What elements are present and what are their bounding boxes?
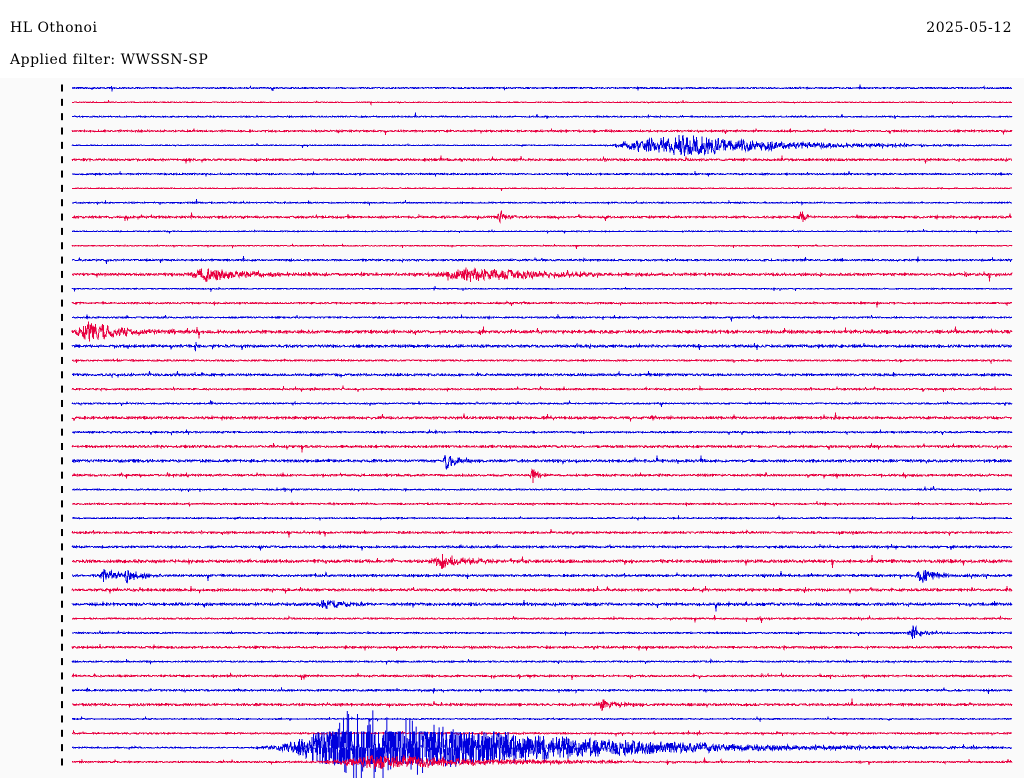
trace-row-2000 (71, 657, 1013, 666)
trace-row-1330 (71, 468, 1013, 483)
trace-row-2200 (71, 715, 1013, 723)
trace-row-0830 (71, 321, 1013, 342)
page-title: HL Othonoi (10, 20, 98, 36)
trace-row-0400 (71, 198, 1013, 207)
trace-row-1400 (71, 485, 1013, 494)
trace-row-2130 (71, 698, 1013, 712)
trace-row-2030 (71, 671, 1013, 680)
trace-row-1000 (71, 370, 1013, 379)
helicorder-plot: 00:0000:3001:0001:3002:0002:3003:0003:30… (0, 78, 1024, 778)
trace-row-0530 (71, 243, 1013, 250)
trace-row-0100 (71, 112, 1013, 120)
trace-row-1830 (71, 614, 1013, 623)
trace-row-0700 (71, 285, 1013, 293)
trace-row-2330 (71, 754, 1013, 770)
trace-row-1430 (71, 500, 1013, 508)
seismic-traces (0, 78, 1024, 778)
trace-row-1300 (71, 454, 1013, 470)
trace-row-0600 (71, 255, 1013, 265)
trace-row-1200 (72, 428, 1013, 437)
trace-row-0230 (71, 155, 1013, 164)
trace-row-1930 (71, 644, 1013, 652)
trace-row-0930 (71, 357, 1013, 365)
trace-row-1030 (71, 384, 1013, 393)
trace-row-0300 (71, 170, 1013, 178)
trace-row-0730 (71, 300, 1013, 308)
trace-row-0900 (71, 342, 1013, 352)
event-2300 (265, 710, 849, 778)
trace-row-1100 (71, 399, 1013, 407)
trace-row-0330 (71, 186, 1013, 192)
trace-row-1730 (71, 585, 1013, 595)
trace-row-1700 (71, 568, 1013, 584)
trace-row-2230 (71, 729, 1013, 738)
trace-row-0630 (71, 267, 1013, 283)
trace-row-1130 (71, 412, 1013, 423)
trace-row-0800 (72, 313, 1013, 322)
trace-row-2100 (71, 686, 1013, 695)
trace-row-0430 (71, 210, 1013, 224)
trace-row-1800 (71, 599, 1013, 612)
record-date: 2025-05-12 (926, 20, 1012, 36)
trace-row-1600 (71, 543, 1013, 551)
trace-row-0200 (71, 134, 1013, 157)
trace-row-0000 (71, 84, 1013, 92)
applied-filter-label: Applied filter: WWSSN-SP (10, 52, 209, 68)
trace-row-1500 (71, 514, 1013, 522)
trace-row-1230 (71, 442, 1013, 453)
trace-row-0030 (71, 99, 1013, 107)
trace-row-1900 (71, 625, 1013, 640)
trace-row-0130 (71, 128, 1013, 135)
trace-row-0500 (71, 228, 1013, 235)
trace-row-1630 (71, 553, 1013, 570)
trace-row-1530 (71, 528, 1013, 538)
